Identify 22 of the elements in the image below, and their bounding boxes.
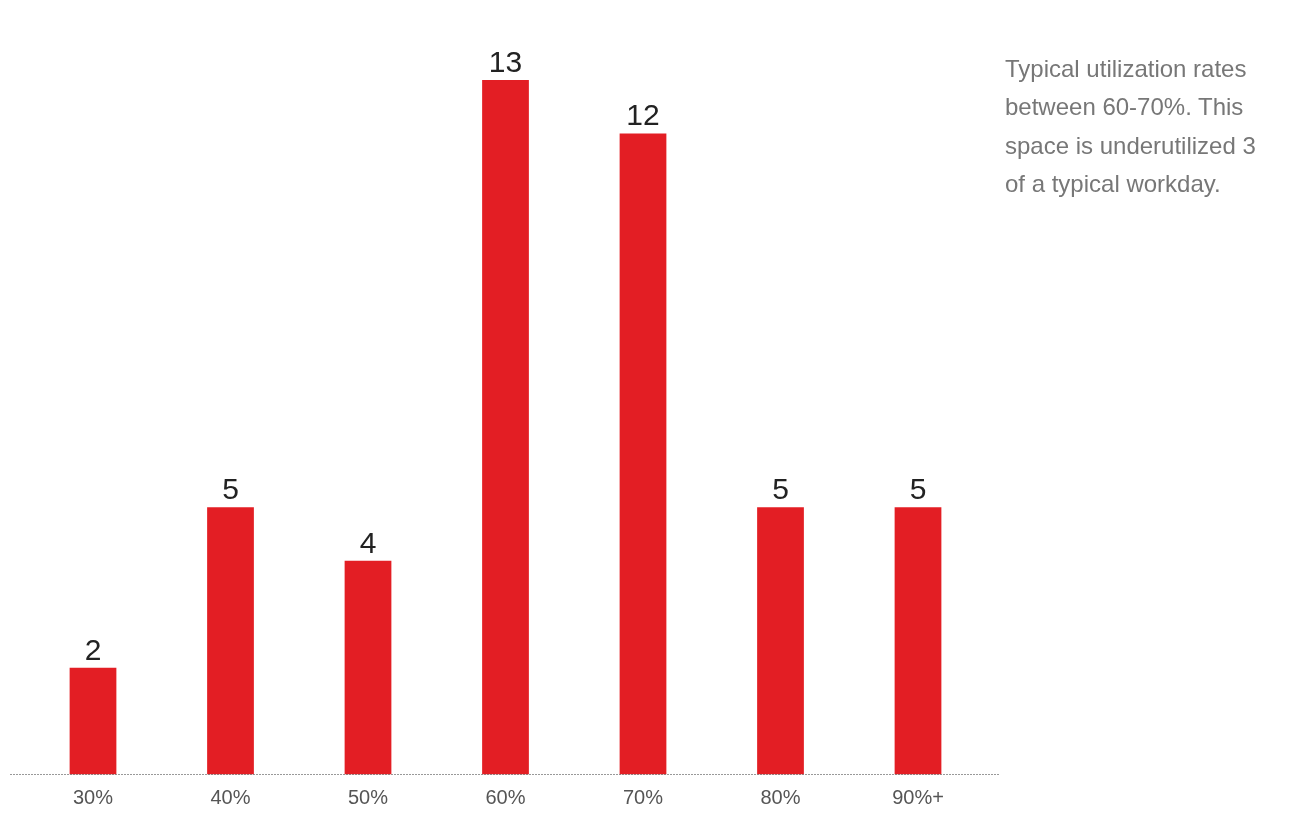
bar xyxy=(344,560,392,775)
x-tick-label: 40% xyxy=(210,785,251,808)
x-tick-label: 50% xyxy=(347,785,389,808)
bar xyxy=(619,133,667,775)
bar xyxy=(207,507,254,775)
x-tick-label: 90%+ xyxy=(892,785,944,808)
data-label: 12 xyxy=(626,98,660,132)
text: Typical utilization rates between 60-70%. This space is underutilized 3 of a typical workday. xyxy=(1005,54,1257,200)
data-label: 5 xyxy=(222,472,239,506)
x-tick-label: 70% xyxy=(622,785,664,808)
x-tick-label: 60% xyxy=(485,785,526,808)
x-tick-label: 80% xyxy=(760,785,801,808)
data-label: 5 xyxy=(772,472,789,506)
data-label: 2 xyxy=(84,632,102,666)
bar xyxy=(894,507,942,775)
data-label: 13 xyxy=(488,44,523,78)
bar xyxy=(757,507,804,775)
bar xyxy=(69,667,117,775)
bar xyxy=(482,79,529,775)
data-label: 4 xyxy=(359,525,377,559)
x-tick-label: 30% xyxy=(72,785,114,808)
data-label: 5 xyxy=(909,472,927,506)
